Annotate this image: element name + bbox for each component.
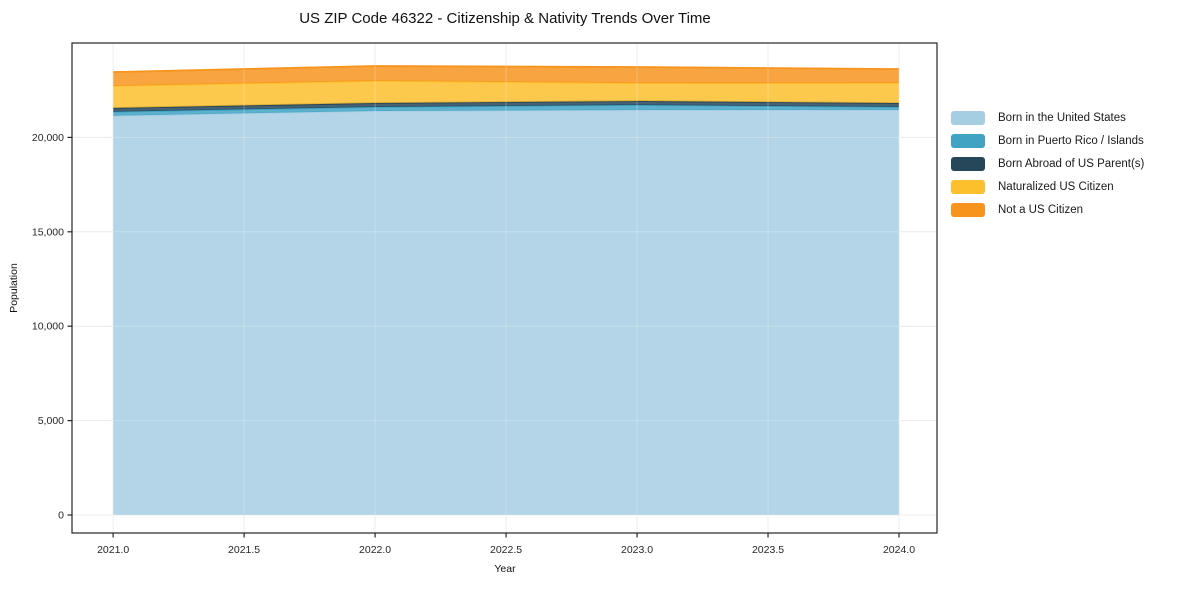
legend-swatch [951,156,985,171]
area-5 [113,66,900,87]
y-tick-label: 15,000 [32,226,64,238]
legend-swatch [951,202,985,217]
legend-row: Not a US Citizen [951,198,1144,221]
x-tick-label: 2021.5 [228,544,260,556]
legend-row: Born Abroad of US Parent(s) [951,152,1144,175]
x-axis-label: Year [494,563,516,575]
plot-frame [71,42,938,534]
area-2 [113,105,900,116]
y-tick-label: 20,000 [32,132,64,144]
x-tick-label: 2021.0 [97,544,129,556]
axis-ticks [67,136,900,538]
legend-label: Born in Puerto Rico / Islands [998,134,1144,147]
x-tick-label: 2024.0 [883,544,915,556]
area-1 [113,110,900,516]
legend-swatch [951,110,985,125]
gridlines-overlay [72,43,937,533]
legend-label: Born in the United States [998,111,1126,124]
area-edge-5 [113,65,900,73]
y-tick-label: 10,000 [32,321,64,333]
x-tick-label: 2023.5 [752,544,784,556]
y-tick-label: 5,000 [38,415,64,427]
chart-title: US ZIP Code 46322 - Citizenship & Nativi… [299,10,711,27]
tick-labels: 0 5,000 10,000 15,000 20,000 2021.0 2021.5 2022… [32,132,915,556]
legend-row: Naturalized US Citizen [951,175,1144,198]
legend-label: Naturalized US Citizen [998,180,1114,193]
x-tick-label: 2023.0 [621,544,653,556]
legend: Born in the United States Born in Puerto … [951,106,1144,221]
y-tick-label: 0 [58,510,64,522]
legend-row: Born in Puerto Rico / Islands [951,129,1144,152]
area-4 [113,80,900,108]
x-tick-label: 2022.0 [359,544,391,556]
legend-swatch [951,179,985,194]
legend-swatch [951,133,985,148]
area-series [113,65,900,516]
legend-label: Born Abroad of US Parent(s) [998,157,1145,170]
y-axis-label: Population [8,263,20,313]
area-3 [113,101,900,112]
x-tick-label: 2022.5 [490,544,522,556]
legend-label: Not a US Citizen [998,203,1084,216]
legend-row: Born in the United States [951,106,1144,129]
